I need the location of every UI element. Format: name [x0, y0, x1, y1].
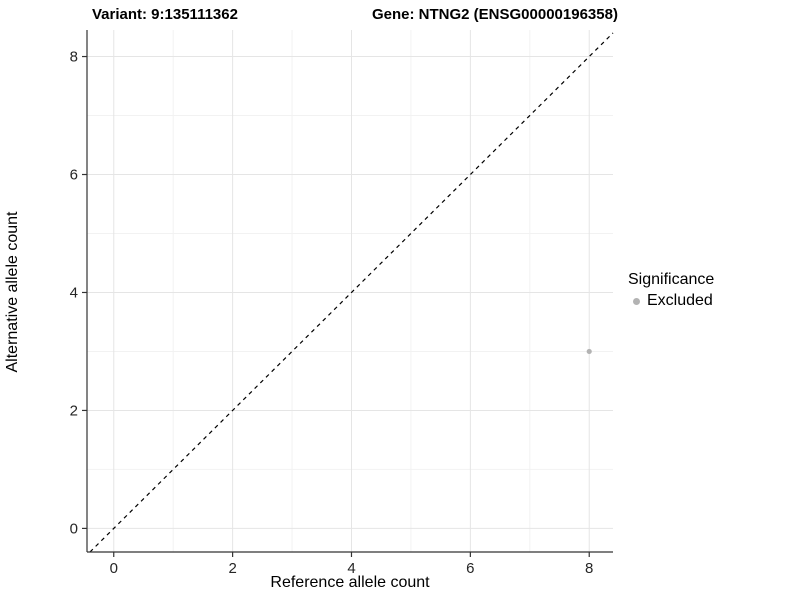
x-tick-label: 6 [466, 560, 474, 577]
y-tick-label: 6 [70, 167, 78, 184]
y-tick-label: 2 [70, 402, 78, 419]
y-tick-label: 8 [70, 49, 78, 66]
x-tick-label: 4 [347, 560, 355, 577]
excluded-point-icon [633, 297, 640, 305]
y-axis-label: Alternative allele count [4, 211, 21, 373]
plot-title-gene: Gene: NTNG2 (ENSG00000196358) [372, 6, 618, 23]
identity-line [89, 32, 614, 553]
legend-entry-label: Excluded [647, 292, 713, 309]
y-tick-label: 4 [70, 284, 78, 301]
legend-entry-excluded: Excluded [628, 292, 714, 310]
data-point [586, 348, 592, 355]
x-tick-label: 2 [228, 560, 236, 577]
y-tick-label: 0 [70, 520, 78, 537]
x-tick-label: 8 [585, 560, 593, 577]
plot-title-variant: Variant: 9:135111362 [92, 6, 238, 23]
x-axis-label: Reference allele count [270, 574, 430, 591]
legend: Significance Excluded [628, 271, 714, 310]
legend-title: Significance [628, 271, 715, 288]
legend-key [628, 293, 645, 310]
x-tick-label: 0 [110, 560, 118, 577]
